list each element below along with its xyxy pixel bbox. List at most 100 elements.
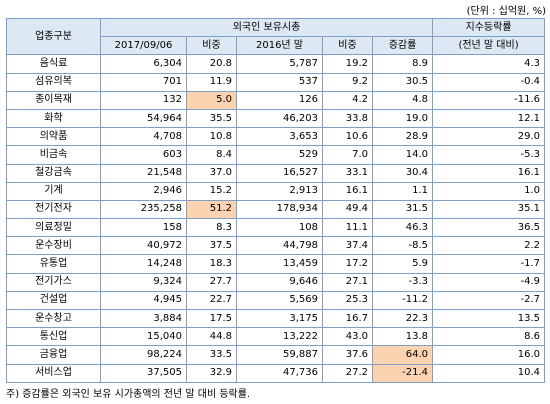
unit-label: (단위 : 십억원, %) <box>466 6 546 17</box>
cell-v2017: 701 <box>100 72 187 92</box>
cell-name: 섬유의복 <box>6 72 101 92</box>
cell-name: 철강금속 <box>6 163 101 183</box>
cell-v2017: 54,964 <box>100 108 187 129</box>
table-row: 섬유의복 701 11.9 537 9.2 30.5 -0.4 <box>6 72 546 92</box>
cell-w1: 32.9 <box>186 363 237 383</box>
cell-w2: 10.6 <box>322 127 373 147</box>
cell-chg: -3.3 <box>371 272 434 292</box>
cell-v2016: 44,798 <box>236 236 323 256</box>
cell-chg: -11.2 <box>371 290 434 311</box>
cell-v2017: 158 <box>100 218 187 238</box>
cell-w2: 37.4 <box>322 236 373 256</box>
cell-v2016: 46,203 <box>236 108 323 129</box>
cell-v2017: 603 <box>100 145 187 165</box>
cell-v2017: 4,945 <box>100 290 187 311</box>
cell-idx: 16.0 <box>432 345 546 365</box>
cell-v2017: 37,505 <box>100 363 187 383</box>
cell-v2016: 537 <box>236 72 323 92</box>
cell-w1: 37.5 <box>186 236 237 256</box>
table-row: 의료정밀 158 8.3 108 11.1 46.3 36.5 <box>6 218 546 238</box>
cell-w1: 27.7 <box>186 272 237 292</box>
cell-w1: 8.3 <box>186 218 237 238</box>
table-row: 금융업 98,224 33.5 59,887 37.6 64.0 16.0 <box>6 345 546 365</box>
cell-w2: 7.0 <box>322 145 373 165</box>
table-row: 기계 2,946 15.2 2,913 16.1 1.1 1.0 <box>6 181 546 201</box>
table-row: 화학 54,964 35.5 46,203 33.8 19.0 12.1 <box>6 108 546 129</box>
cell-idx: 36.5 <box>432 218 546 238</box>
table-row: 건설업 4,945 22.7 5,569 25.3 -11.2 -2.7 <box>6 290 546 311</box>
cell-v2017: 132 <box>100 90 187 110</box>
footnote: 주) 증감률은 외국인 보유 시가총액의 전년 말 대비 등락률. <box>6 389 251 400</box>
cell-w2: 25.3 <box>322 290 373 311</box>
cell-idx: 12.1 <box>432 108 546 129</box>
cell-v2017: 235,258 <box>100 199 187 220</box>
cell-chg: 28.9 <box>371 127 434 147</box>
cell-idx: 13.5 <box>432 308 546 329</box>
header-index-change-sub: (전년 말 대비) <box>432 36 546 56</box>
table-row: 통신업 15,040 44.8 13,222 43.0 13.8 8.6 <box>6 327 546 347</box>
cell-idx: 1.0 <box>432 181 546 201</box>
cell-chg: -21.4 <box>371 363 434 383</box>
cell-idx: -5.3 <box>432 145 546 165</box>
cell-idx: -11.6 <box>432 90 546 110</box>
cell-name: 의약품 <box>6 127 101 147</box>
cell-v2016: 47,736 <box>236 363 323 383</box>
cell-v2016: 3,175 <box>236 308 323 329</box>
cell-w2: 4.2 <box>322 90 373 110</box>
cell-w1: 44.8 <box>186 327 237 347</box>
cell-w2: 9.2 <box>322 72 373 92</box>
cell-name: 운수장비 <box>6 236 101 256</box>
cell-chg: 13.8 <box>371 327 434 347</box>
cell-v2017: 21,548 <box>100 163 187 183</box>
table-row: 서비스업 37,505 32.9 47,736 27.2 -21.4 10.4 <box>6 363 546 383</box>
cell-chg: 14.0 <box>371 145 434 165</box>
cell-v2017: 40,972 <box>100 236 187 256</box>
cell-idx: -4.9 <box>432 272 546 292</box>
cell-v2016: 108 <box>236 218 323 238</box>
cell-v2017: 9,324 <box>100 272 187 292</box>
cell-w1: 33.5 <box>186 345 237 365</box>
cell-chg: 30.5 <box>371 72 434 92</box>
cell-name: 서비스업 <box>6 363 101 383</box>
cell-w1: 35.5 <box>186 108 237 129</box>
cell-v2017: 6,304 <box>100 54 187 74</box>
cell-name: 전기전자 <box>6 199 101 220</box>
cell-w2: 27.1 <box>322 272 373 292</box>
cell-name: 건설업 <box>6 290 101 311</box>
cell-chg: 19.0 <box>371 108 434 129</box>
table-row: 전기전자 235,258 51.2 178,934 49.4 31.5 35.1 <box>6 199 546 220</box>
table-row: 음식료 6,304 20.8 5,787 19.2 8.9 4.3 <box>6 54 546 74</box>
cell-w1: 10.8 <box>186 127 237 147</box>
cell-v2016: 2,913 <box>236 181 323 201</box>
cell-idx: 29.0 <box>432 127 546 147</box>
cell-v2016: 126 <box>236 90 323 110</box>
cell-chg: 64.0 <box>371 345 434 365</box>
cell-v2017: 3,884 <box>100 308 187 329</box>
cell-idx: 16.1 <box>432 163 546 183</box>
cell-name: 화학 <box>6 108 101 129</box>
cell-name: 음식료 <box>6 54 101 74</box>
cell-name: 종이목재 <box>6 90 101 110</box>
cell-chg: 31.5 <box>371 199 434 220</box>
cell-v2016: 3,653 <box>236 127 323 147</box>
cell-w2: 11.1 <box>322 218 373 238</box>
cell-w2: 37.6 <box>322 345 373 365</box>
cell-chg: 22.3 <box>371 308 434 329</box>
table-row: 의약품 4,708 10.8 3,653 10.6 28.9 29.0 <box>6 127 546 147</box>
table-row: 철강금속 21,548 37.0 16,527 33.1 30.4 16.1 <box>6 163 546 183</box>
cell-idx: 2.2 <box>432 236 546 256</box>
header-weight-2: 비중 <box>322 36 373 56</box>
cell-w1: 11.9 <box>186 72 237 92</box>
header-change-rate: 증감률 <box>371 36 434 56</box>
cell-v2016: 5,569 <box>236 290 323 311</box>
cell-idx: 8.6 <box>432 327 546 347</box>
cell-w1: 5.0 <box>186 90 237 110</box>
cell-v2017: 14,248 <box>100 254 187 274</box>
table-row: 비금속 603 8.4 529 7.0 14.0 -5.3 <box>6 145 546 165</box>
cell-v2017: 15,040 <box>100 327 187 347</box>
cell-w1: 15.2 <box>186 181 237 201</box>
cell-idx: 35.1 <box>432 199 546 220</box>
table-row: 운수창고 3,884 17.5 3,175 16.7 22.3 13.5 <box>6 308 546 329</box>
foreign-holdings-table: 업종구분 외국인 보유시총 지수등락률 2017/09/06 비중 2016년 … <box>6 17 546 383</box>
cell-idx: -2.7 <box>432 290 546 311</box>
